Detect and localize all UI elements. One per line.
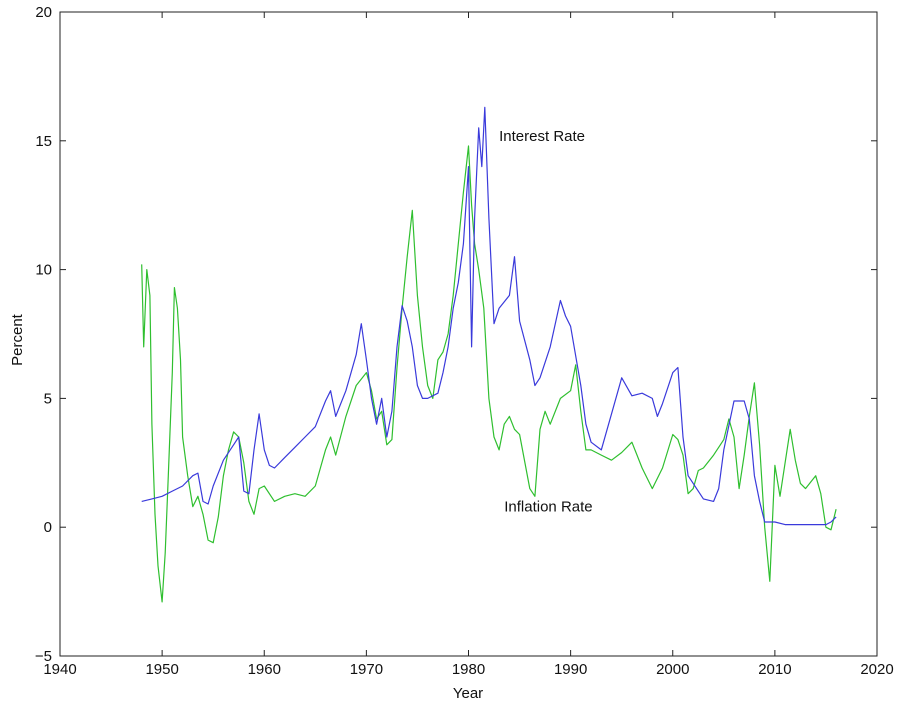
x-tick-label: 1950 [145,661,178,678]
plot-frame [59,11,878,657]
x-tick-label: 1960 [248,661,281,678]
x-tick-label: 2010 [758,661,791,678]
y-tick-label: 10 [35,262,52,279]
y-tick-label: 20 [35,4,52,21]
y-tick-label: −5 [35,648,52,665]
x-tick-label: 1970 [350,661,383,678]
x-tick-label: 2020 [860,661,893,678]
x-tick-label: 1980 [452,661,485,678]
y-tick-label: 0 [44,519,52,536]
axis-ticks [59,11,878,657]
y-tick-label: 5 [44,390,52,407]
interest-rate-annotation: Interest Rate [499,128,585,145]
y-tick-label: 15 [35,133,52,150]
x-axis-label: Year [453,685,483,702]
y-axis-label: Percent [9,313,26,366]
axis-tick-labels: 1940 1950 1960 1970 1980 1990 2000 2010 20202015… [35,4,894,678]
inflation-rate-annotation: Inflation Rate [504,499,592,516]
inflation-rate-line [141,145,837,603]
x-tick-label: 1940 [43,661,76,678]
interest-rate-line [141,106,837,526]
x-tick-label: 2000 [656,661,689,678]
x-tick-label: 1990 [554,661,587,678]
series-layer [141,106,837,603]
